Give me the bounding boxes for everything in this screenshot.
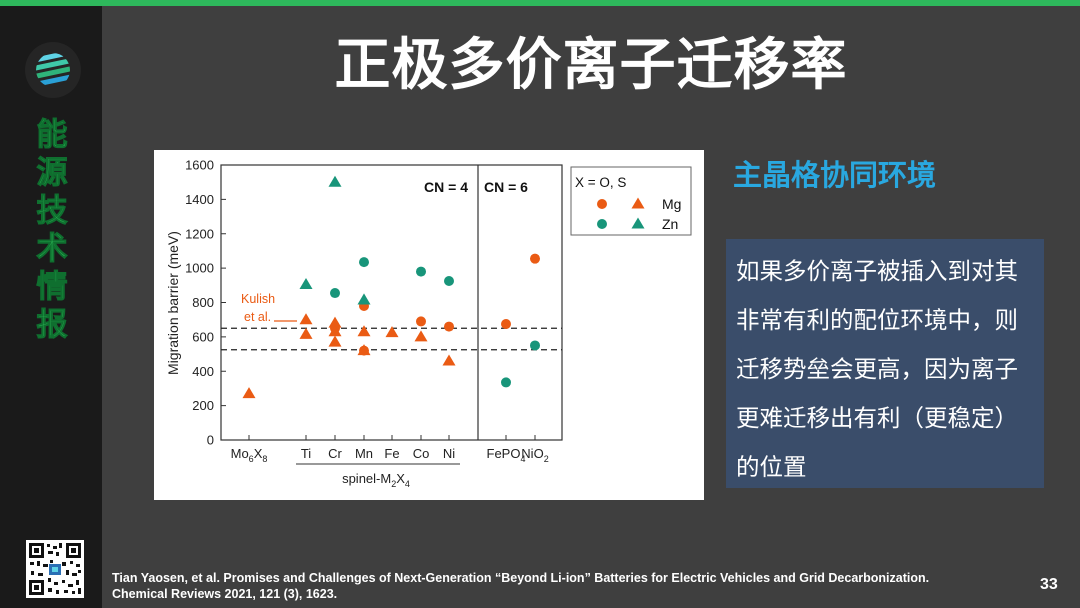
y-tick-label: 1400 <box>185 192 214 207</box>
page-number: 33 <box>1040 576 1058 593</box>
citation-line: Chemical Reviews 2021, 121 (3), 1623. <box>112 587 338 601</box>
x-category-label: Cr <box>328 446 342 461</box>
x-category-label: Ti <box>301 446 311 461</box>
x-category-label: NiO2 <box>521 446 548 464</box>
marker-zn-o <box>501 377 511 388</box>
sidebar-char: 报 <box>36 307 68 344</box>
explanation-text: 如果多价离子被插入到对其非常有利的配位环境中，则迁移势垒会更高，因为离子更难迁移… <box>736 257 1018 481</box>
legend-zn-triangle <box>631 217 645 229</box>
y-tick-label: 1000 <box>185 261 214 276</box>
x-category-label: Mn <box>355 446 373 461</box>
migration-barrier-chart: 0 200 400 600 800 1000 1200 1400 1600 Migration b… <box>154 150 704 500</box>
sidebar-char: 能 <box>36 117 68 154</box>
marker-mg-s <box>357 344 371 356</box>
y-tick-label: 1600 <box>185 158 214 173</box>
sidebar: 能 源 技 术 情 报 <box>0 6 102 608</box>
y-tick-label: 600 <box>192 329 214 344</box>
sidebar-vertical-title: 能 源 技 术 情 报 <box>30 116 74 344</box>
marker-mg-s <box>328 325 342 337</box>
marker-zn-s <box>357 293 371 305</box>
annotation-et-al: et al. <box>244 310 271 324</box>
marker-mg-s <box>242 387 256 399</box>
region-label-cn6: CN = 6 <box>484 179 528 195</box>
y-tick-label: 0 <box>207 433 214 448</box>
legend-zn-circle <box>597 219 607 229</box>
marker-mg-s <box>299 327 313 339</box>
sidebar-char: 源 <box>36 155 68 192</box>
qr-code-icon[interactable] <box>26 540 84 598</box>
legend-mg-circle <box>597 199 607 209</box>
marker-zn-o <box>330 288 340 299</box>
sidebar-char: 技 <box>36 193 68 230</box>
legend-header: X = O, S <box>575 175 626 190</box>
marker-mg-s <box>328 316 342 328</box>
marker-mg-o <box>444 321 454 332</box>
sidebar-char: 情 <box>36 269 68 306</box>
y-tick-label: 800 <box>192 295 214 310</box>
marker-mg-o <box>501 318 511 329</box>
marker-zn-o <box>530 340 540 351</box>
marker-mg-s <box>414 330 428 342</box>
legend-box <box>570 166 692 236</box>
x-category-label: Ni <box>443 446 455 461</box>
chart-svg: 0 200 400 600 800 1000 1200 1400 1600 Migration b… <box>165 158 692 489</box>
marker-zn-s <box>299 277 313 290</box>
marker-mg-s <box>442 354 456 366</box>
x-category-label: Mo6X8 <box>231 446 268 464</box>
citation: Tian Yaosen, et al. Promises and Challen… <box>112 570 1012 602</box>
citation-line: Tian Yaosen, et al. Promises and Challen… <box>112 571 930 585</box>
marker-mg-s <box>299 313 313 325</box>
marker-mg-s <box>385 326 399 338</box>
marker-mg-o <box>530 253 540 264</box>
marker-zn-o <box>359 257 369 268</box>
y-tick-label: 200 <box>192 398 214 413</box>
marker-mg-s <box>357 325 371 337</box>
y-axis-label: Migration barrier (meV) <box>165 231 181 375</box>
legend-label-mg: Mg <box>662 196 681 212</box>
x-category-label: Fe <box>384 446 399 461</box>
y-tick-label: 1200 <box>185 226 214 241</box>
annotation-kulish: Kulish <box>241 292 275 306</box>
region-label-cn4: CN = 4 <box>424 179 468 195</box>
x-category-label: FePO4 <box>487 446 526 464</box>
striped-globe-logo-icon <box>25 42 81 98</box>
legend-mg-triangle <box>631 197 645 209</box>
subheading: 主晶格协同环境 <box>733 158 937 192</box>
sidebar-char: 术 <box>36 231 68 268</box>
marker-mg-o <box>416 316 426 327</box>
explanation-box: 如果多价离子被插入到对其非常有利的配位环境中，则迁移势垒会更高，因为离子更难迁移… <box>726 239 1044 488</box>
marker-zn-s <box>328 175 342 187</box>
top-accent-bar <box>0 0 1080 6</box>
legend-label-zn: Zn <box>662 216 678 232</box>
marker-zn-o <box>444 276 454 287</box>
marker-mg-s <box>328 335 342 347</box>
spinel-group-label: spinel-M2X4 <box>342 471 410 489</box>
marker-zn-o <box>416 266 426 277</box>
y-tick-label: 400 <box>192 364 214 379</box>
slide-title: 正极多价离子迁移率 <box>334 33 848 98</box>
x-category-label: Co <box>413 446 430 461</box>
